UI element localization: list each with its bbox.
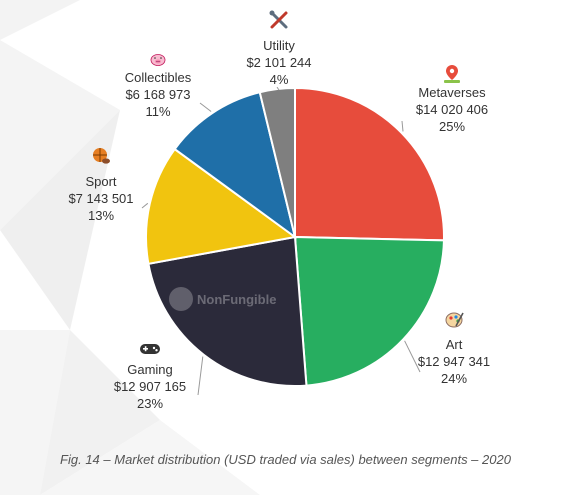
label-sport-percent: 13%	[88, 208, 114, 223]
leader-line-gaming	[197, 356, 204, 396]
label-collectibles-value: $6 168 973	[125, 87, 190, 102]
figure-caption: Fig. 14 – Market distribution (USD trade…	[60, 452, 511, 467]
label-art-category: Art	[446, 337, 463, 352]
pie-slice-art	[293, 235, 445, 387]
label-metaverses: Metaverses $14 020 406 25%	[416, 65, 488, 134]
tools-icon	[269, 10, 288, 29]
label-gaming: Gaming $12 907 165 23%	[114, 344, 186, 411]
pig-icon	[150, 54, 166, 66]
label-collectibles-percent: 11%	[145, 104, 170, 119]
label-utility: Utility $2 101 244 4%	[246, 10, 312, 87]
leader-line-art	[404, 340, 421, 373]
leader-line-sport	[141, 202, 149, 209]
pie-slice-utility	[258, 86, 296, 238]
label-sport: Sport $7 143 501 13%	[68, 148, 134, 223]
label-metaverses-percent: 25%	[439, 119, 465, 134]
pie-slices	[145, 86, 445, 387]
leader-line-utility	[276, 86, 280, 91]
label-utility-value: $2 101 244	[246, 55, 311, 70]
leader-lines	[141, 86, 421, 396]
pie-slice-collectibles	[173, 91, 297, 240]
label-sport-category: Sport	[85, 174, 116, 189]
label-art: Art $12 947 341 24%	[418, 312, 490, 386]
label-art-percent: 24%	[441, 371, 467, 386]
gamepad-icon	[140, 344, 160, 354]
label-utility-percent: 4%	[270, 72, 289, 87]
map-pin-icon	[444, 65, 460, 83]
pie-slice-gaming	[147, 235, 308, 387]
sport-balls-icon	[93, 148, 110, 164]
watermark-text: NonFungible	[197, 292, 276, 307]
palette-icon	[445, 312, 464, 328]
label-gaming-percent: 23%	[137, 396, 163, 411]
label-collectibles-category: Collectibles	[125, 70, 192, 85]
pie-slice-sport	[145, 147, 298, 265]
pie-slice-metaverses	[294, 86, 445, 242]
label-sport-value: $7 143 501	[68, 191, 133, 206]
label-utility-category: Utility	[263, 38, 295, 53]
label-metaverses-category: Metaverses	[418, 85, 486, 100]
watermark-logo-icon	[169, 287, 193, 311]
label-collectibles: Collectibles $6 168 973 11%	[125, 54, 192, 119]
label-art-value: $12 947 341	[418, 354, 490, 369]
leader-line-collectibles	[199, 102, 212, 112]
label-gaming-category: Gaming	[127, 362, 173, 377]
label-gaming-value: $12 907 165	[114, 379, 186, 394]
leader-line-metaverses	[401, 120, 404, 132]
label-metaverses-value: $14 020 406	[416, 102, 488, 117]
watermark: NonFungible	[169, 287, 276, 311]
